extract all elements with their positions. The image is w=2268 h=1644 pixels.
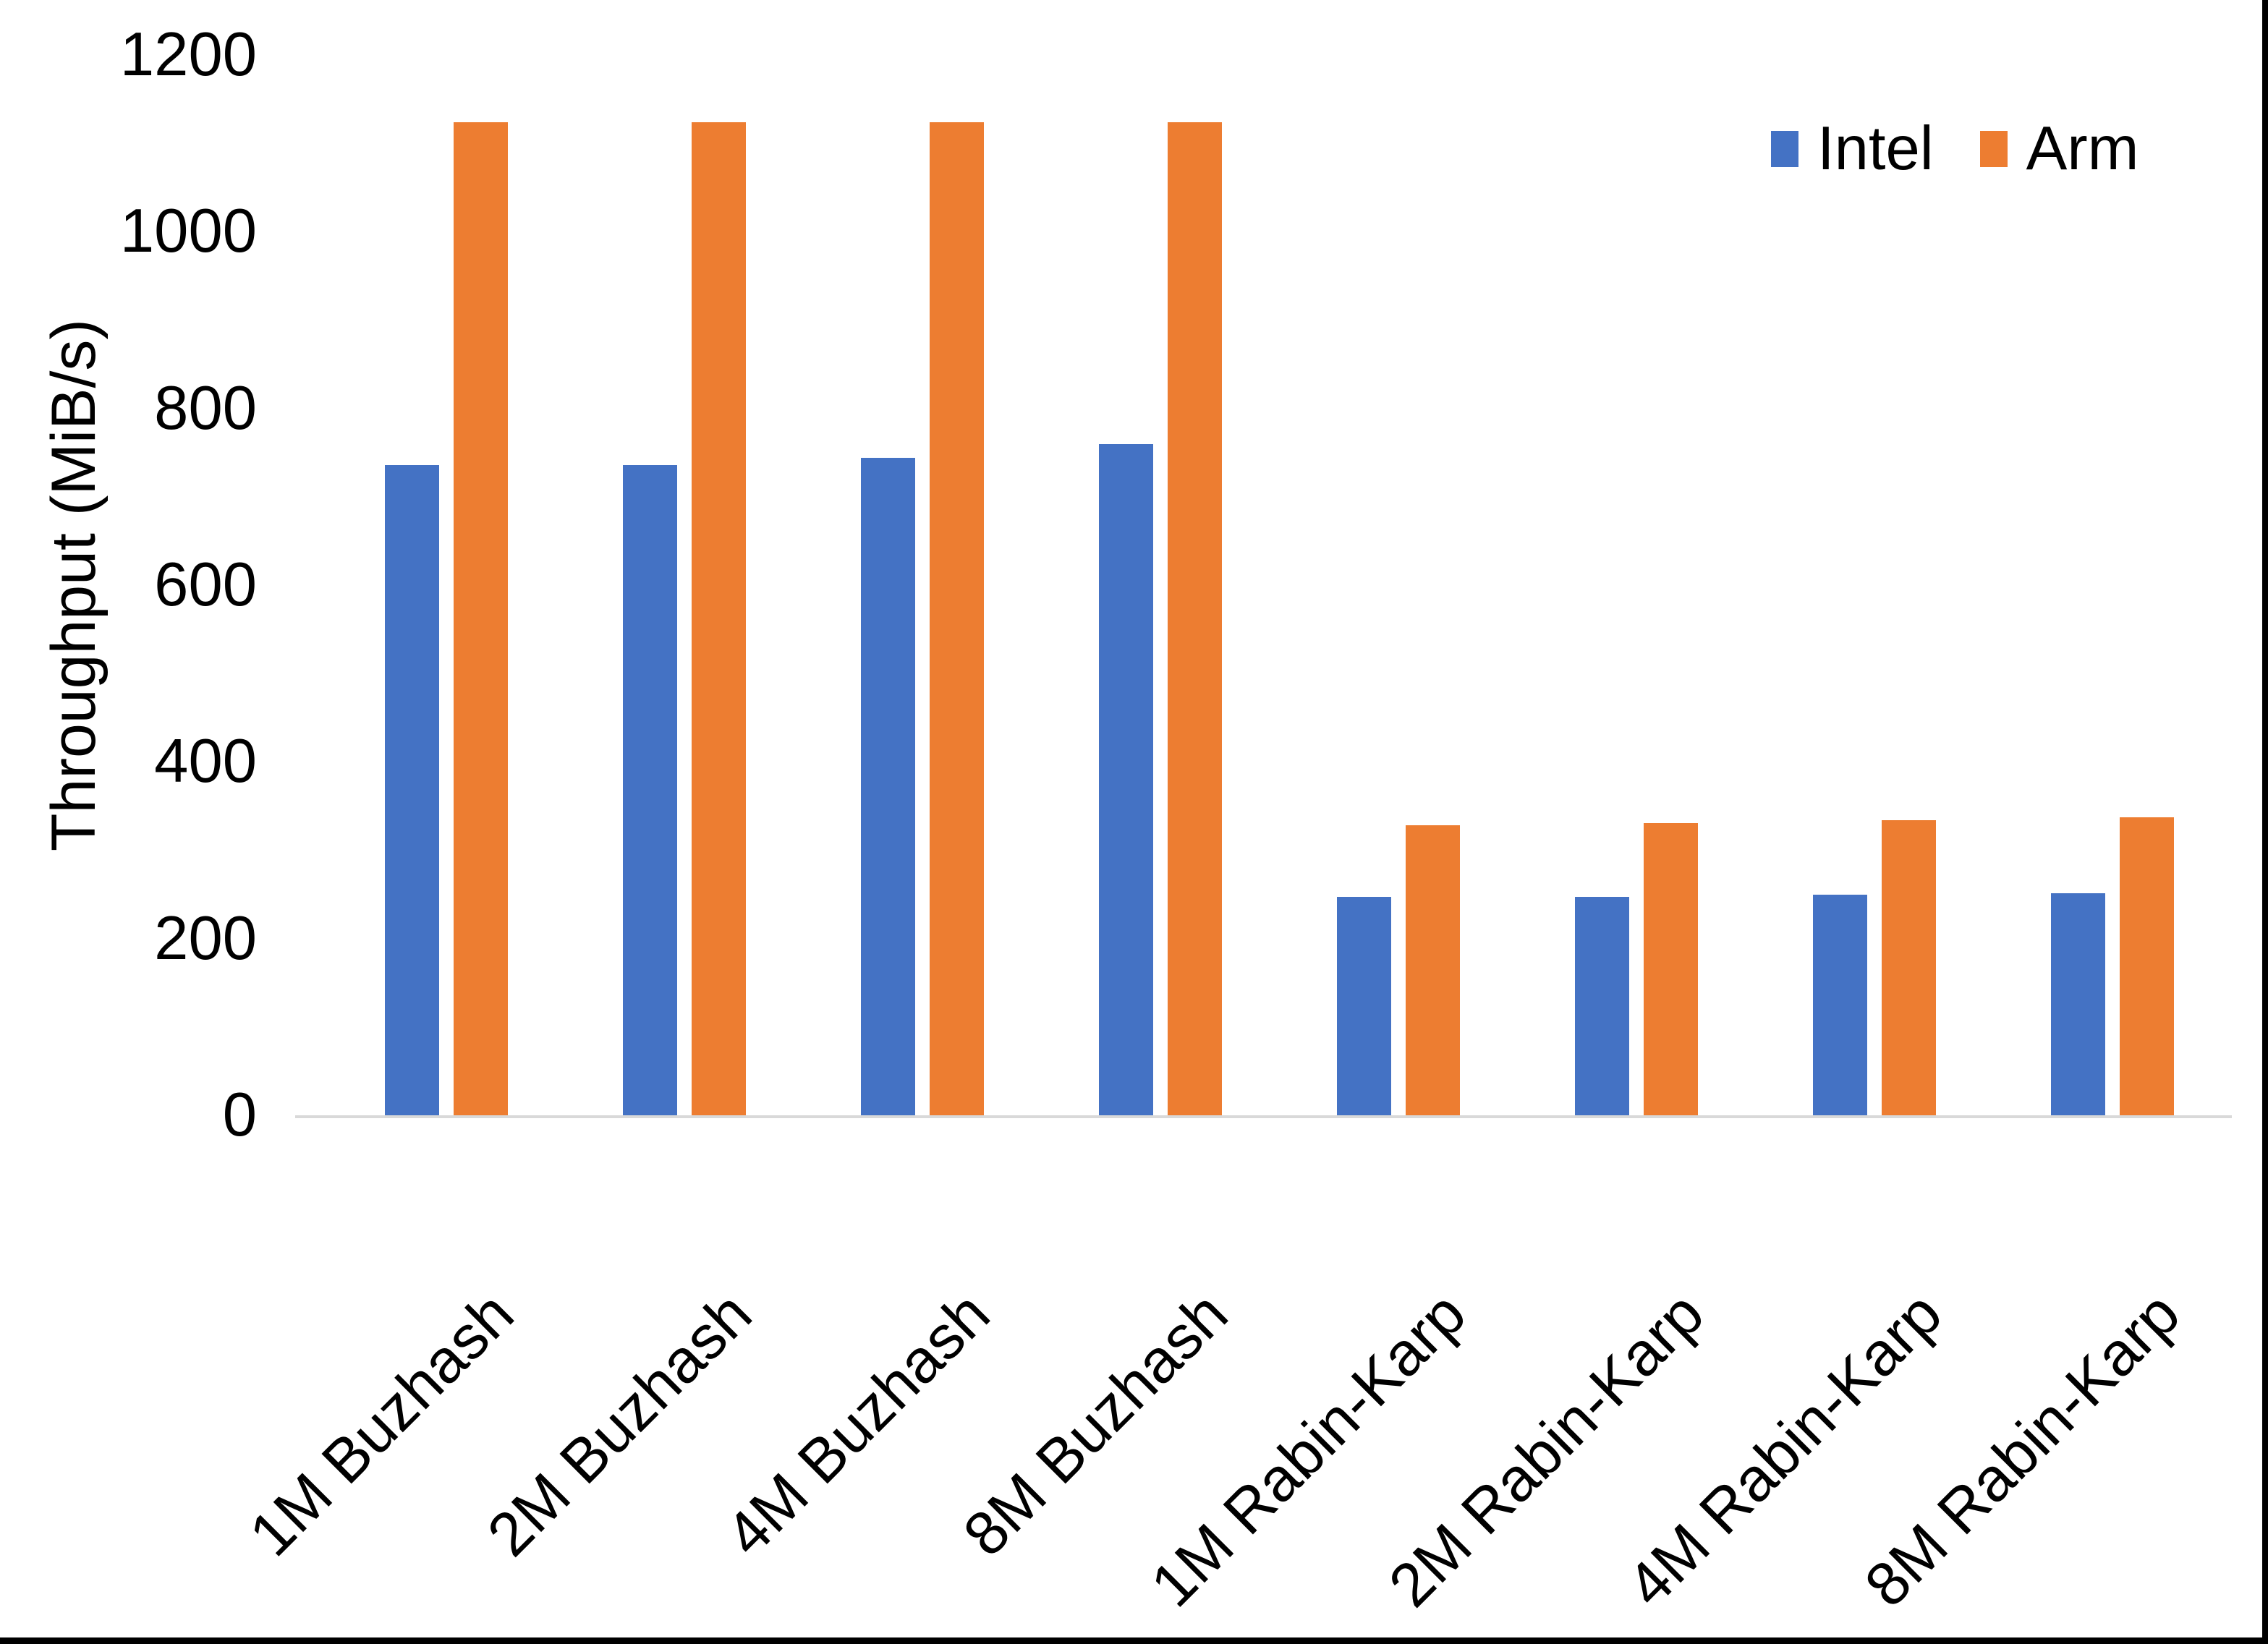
plot-area: [327, 55, 2232, 1115]
bar-arm-1m-rabin-karp: [1405, 825, 1460, 1115]
bar-intel-4m-rabin-karp: [1812, 895, 1867, 1115]
bar-arm-2m-buzhash: [691, 122, 746, 1115]
bar-intel-1m-rabin-karp: [1336, 897, 1391, 1115]
legend-label-arm: Arm: [2026, 114, 2139, 183]
y-tick-label-1000: 1000: [119, 197, 257, 266]
bar-arm-8m-buzhash: [1167, 122, 1222, 1115]
bar-arm-4m-rabin-karp: [1881, 820, 1936, 1115]
x-axis-line: [295, 1115, 2232, 1118]
legend-swatch-arm: [1979, 131, 2008, 167]
y-tick-label-800: 800: [154, 373, 257, 443]
legend-label-intel: Intel: [1817, 114, 1934, 183]
bar-intel-8m-buzhash: [1098, 444, 1153, 1115]
legend-item-arm: Arm: [1979, 114, 2139, 184]
bar-intel-8m-rabin-karp: [2050, 893, 2105, 1115]
y-tick-label-400: 400: [154, 727, 257, 796]
y-tick-label-0: 0: [222, 1081, 257, 1149]
bar-arm-4m-buzhash: [929, 122, 984, 1115]
legend-item-intel: Intel: [1771, 114, 1934, 184]
legend: Intel Arm: [1771, 114, 2139, 184]
bar-intel-1m-buzhash: [384, 465, 439, 1115]
screenshot-right-edge: [2262, 0, 2268, 1644]
bar-intel-2m-buzhash: [622, 465, 677, 1115]
screenshot-bottom-edge: [0, 1637, 2268, 1644]
y-tick-label-1200: 1200: [119, 20, 257, 89]
y-tick-label-200: 200: [154, 903, 257, 973]
bar-intel-2m-rabin-karp: [1574, 897, 1629, 1115]
y-tick-label-600: 600: [154, 550, 257, 619]
bar-arm-8m-rabin-karp: [2119, 817, 2174, 1115]
legend-swatch-intel: [1771, 131, 1798, 167]
bar-arm-2m-rabin-karp: [1643, 823, 1698, 1115]
bar-arm-1m-buzhash: [453, 122, 508, 1115]
bar-intel-4m-buzhash: [860, 458, 915, 1115]
